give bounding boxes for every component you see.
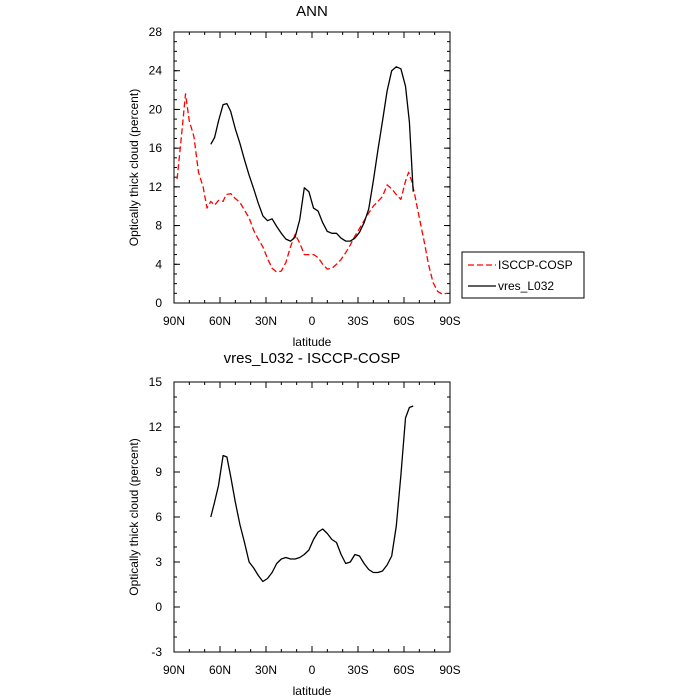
x-tick-label: 30N xyxy=(255,314,277,328)
chart-title: ANN xyxy=(296,3,328,20)
x-tick-label: 30S xyxy=(347,314,368,328)
x-tick-label: 60N xyxy=(209,663,231,677)
x-tick-label: 0 xyxy=(309,314,316,328)
y-tick-label: 3 xyxy=(155,555,162,569)
y-tick-label: 15 xyxy=(149,375,163,389)
bottom-panel: vres_L032 - ISCCP-COSP latitude Optically … xyxy=(127,350,461,698)
y-tick-label: 0 xyxy=(155,600,162,614)
y-tick-label: 8 xyxy=(155,219,162,233)
x-tick-label: 30S xyxy=(347,663,368,677)
x-tick-label: 60N xyxy=(209,314,231,328)
y-axis-label: Optically thick cloud (percent) xyxy=(127,89,141,246)
y-tick-label: 20 xyxy=(149,102,163,116)
x-tick-label: 90N xyxy=(163,663,185,677)
x-tick-label: 0 xyxy=(309,663,316,677)
top-panel: ANN latitude Optically thick cloud (percen… xyxy=(127,3,461,349)
x-axis-label: latitude xyxy=(293,335,332,349)
series-line-isccp-cosp xyxy=(176,93,448,295)
y-tick-label: 9 xyxy=(155,465,162,479)
x-tick-label: 60S xyxy=(393,663,414,677)
y-tick-label: 12 xyxy=(149,180,163,194)
chart-title: vres_L032 - ISCCP-COSP xyxy=(224,350,401,367)
y-tick-label: 16 xyxy=(149,141,163,155)
x-tick-label: 90N xyxy=(163,314,185,328)
legend-label: vres_L032 xyxy=(498,279,554,293)
series-line-difference xyxy=(210,405,414,583)
y-tick-label: 24 xyxy=(149,64,163,78)
x-axis-label: latitude xyxy=(293,684,332,698)
y-tick-label: 0 xyxy=(155,296,162,310)
y-axis-label: Optically thick cloud (percent) xyxy=(127,438,141,595)
y-tick-label: 28 xyxy=(149,25,163,39)
x-tick-label: 60S xyxy=(393,314,414,328)
y-tick-label: -3 xyxy=(151,645,162,659)
x-tick-label: 90S xyxy=(439,314,460,328)
legend-box xyxy=(461,251,585,299)
x-tick-label: 30N xyxy=(255,663,277,677)
legend: ISCCP-COSP vres_L032 xyxy=(461,251,585,299)
legend-label: ISCCP-COSP xyxy=(498,258,573,272)
x-tick-label: 90S xyxy=(439,663,460,677)
series-line-vres-l032 xyxy=(210,66,414,242)
y-tick-label: 4 xyxy=(155,257,162,271)
y-tick-label: 12 xyxy=(149,420,163,434)
plot-frame xyxy=(173,381,451,653)
y-tick-label: 6 xyxy=(155,510,162,524)
plot-frame xyxy=(173,31,451,304)
